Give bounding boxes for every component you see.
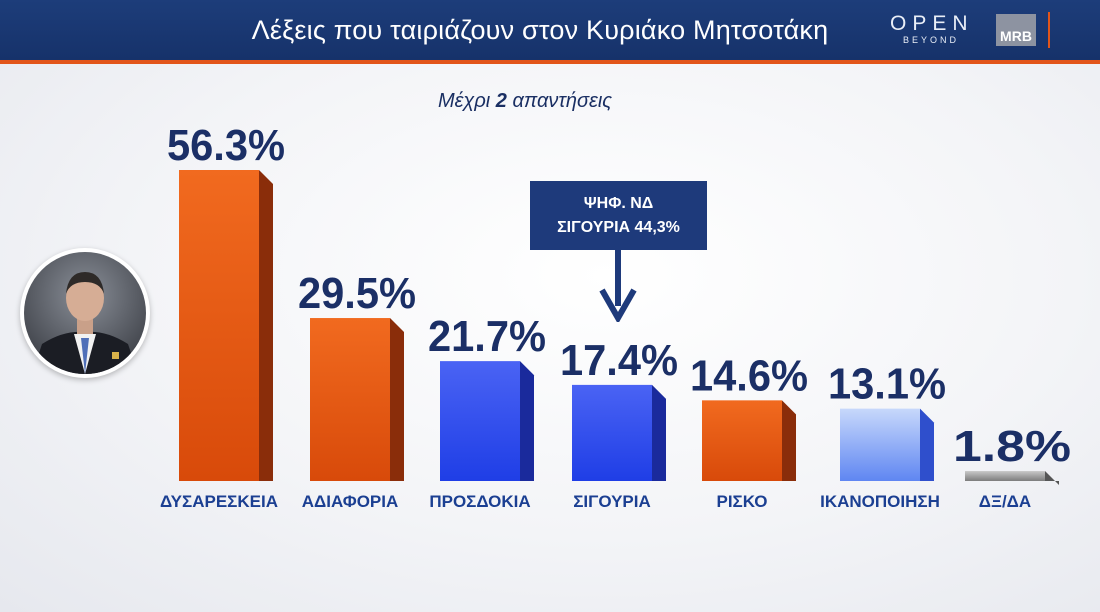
value-label-1: 29.5% xyxy=(298,269,416,318)
value-label-6: 1.8% xyxy=(953,422,1071,471)
bar-6 xyxy=(965,471,1045,481)
callout-line-1: ΨΗΦ. ΝΔ xyxy=(583,194,654,212)
page-title: Λέξεις που ταιριάζουν στον Κυριάκο Μητσο… xyxy=(251,15,829,45)
header-bar: Λέξεις που ταιριάζουν στον Κυριάκο Μητσο… xyxy=(0,0,1100,64)
subtitle-prefix: Μέχρι xyxy=(437,90,496,112)
category-label-4: ΡΙΣΚΟ xyxy=(717,492,768,511)
accent-divider xyxy=(1048,12,1050,48)
bar-5 xyxy=(840,408,920,481)
bar-3 xyxy=(572,384,652,481)
category-label-1: ΑΔΙΑΦΟΡΙΑ xyxy=(302,492,399,511)
subtitle-number: 2 xyxy=(495,90,507,112)
value-label-2: 21.7% xyxy=(428,312,546,361)
bar-side-2 xyxy=(520,361,534,481)
value-label-3: 17.4% xyxy=(560,336,678,385)
open-beyond-logo: OPEN BEYOND xyxy=(890,12,974,46)
bar-4 xyxy=(702,400,782,481)
category-label-5: ΙΚΑΝΟΠΟΙΗΣΗ xyxy=(820,492,940,511)
bar-0 xyxy=(179,170,259,481)
chart-subtitle: Μέχρι 2 απαντήσεις xyxy=(360,90,690,113)
category-label-6: ΔΞ/ΔΑ xyxy=(979,492,1031,511)
category-label-3: ΣΙΓΟΥΡΙΑ xyxy=(573,492,651,511)
subtitle-suffix: απαντήσεις xyxy=(506,90,613,112)
value-label-4: 14.6% xyxy=(690,351,808,400)
bar-1 xyxy=(310,318,390,481)
bar-2 xyxy=(440,361,520,481)
bar-side-0 xyxy=(259,170,273,481)
bar-side-6 xyxy=(1045,471,1059,486)
down-arrow-icon xyxy=(599,250,637,322)
bar-side-3 xyxy=(652,384,666,481)
category-label-0: ΔΥΣΑΡΕΣΚΕΙΑ xyxy=(160,492,278,511)
value-label-5: 13.1% xyxy=(828,360,946,409)
value-label-0: 56.3% xyxy=(167,121,285,170)
politician-portrait xyxy=(20,248,150,378)
bar-side-1 xyxy=(390,318,404,481)
category-label-2: ΠΡΟΣΔΟΚΙΑ xyxy=(429,492,530,511)
logo-open-text: OPEN xyxy=(890,12,974,35)
mrb-logo: MRB xyxy=(996,14,1036,46)
bar-side-5 xyxy=(920,408,934,481)
callout-line-2: ΣΙΓΟΥΡΙΑ 44,3% xyxy=(557,218,680,236)
logo-beyond-text: BEYOND xyxy=(902,35,959,45)
bar-side-4 xyxy=(782,400,796,481)
callout-box: ΨΗΦ. ΝΔ ΣΙΓΟΥΡΙΑ 44,3% xyxy=(530,181,707,250)
